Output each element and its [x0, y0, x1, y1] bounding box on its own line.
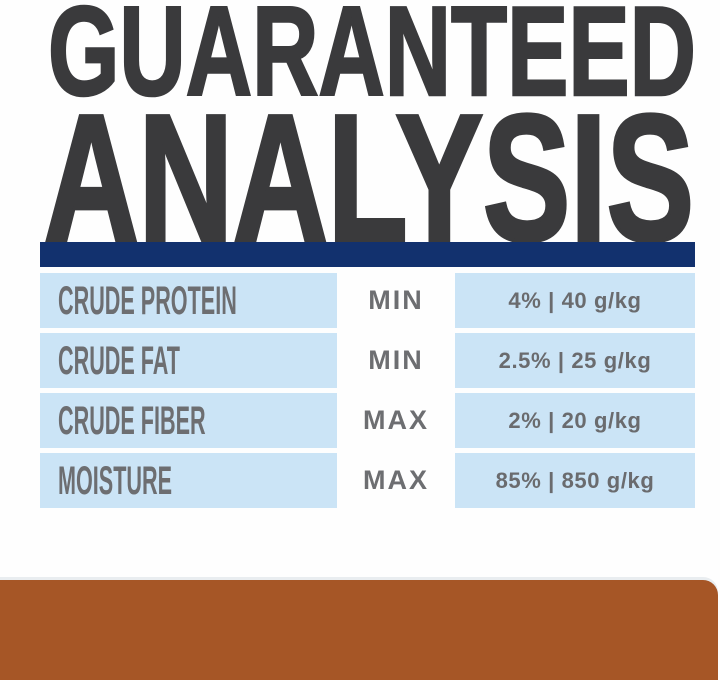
qualifier-text: MAX — [363, 405, 429, 435]
nutrient-label-cell: CRUDE FIBER — [40, 393, 337, 448]
table-row-crude-protein: CRUDE PROTEIN MIN 4% | 40 g/kg — [40, 273, 695, 328]
nutrient-label: CRUDE PROTEIN — [58, 278, 237, 323]
qualifier-cell: MAX — [337, 393, 455, 448]
value-cell: 4% | 40 g/kg — [455, 273, 695, 328]
table-header-bar — [40, 242, 695, 267]
table-row-crude-fiber: CRUDE FIBER MAX 2% | 20 g/kg — [40, 393, 695, 448]
qualifier-cell: MAX — [337, 453, 455, 508]
nutrient-label: CRUDE FAT — [58, 338, 180, 383]
value-text: 2.5% | 25 g/kg — [498, 347, 652, 373]
title-line-guaranteed: GUARANTEED — [48, 0, 696, 122]
value-text: 2% | 20 g/kg — [508, 407, 642, 433]
value-text: 85% | 850 g/kg — [495, 467, 655, 493]
title-line-analysis: ANALYSIS — [44, 78, 694, 250]
nutrient-label: CRUDE FIBER — [58, 398, 206, 443]
table-row-moisture: MOISTURE MAX 85% | 850 g/kg — [40, 453, 695, 508]
qualifier-text: MIN — [368, 345, 424, 375]
nutrient-label: MOISTURE — [58, 458, 173, 503]
qualifier-cell: MIN — [337, 333, 455, 388]
nutrient-label-cell: CRUDE FAT — [40, 333, 337, 388]
qualifier-text: MAX — [363, 465, 429, 495]
qualifier-text: MIN — [368, 285, 424, 315]
qualifier-cell: MIN — [337, 273, 455, 328]
value-text: 4% | 40 g/kg — [508, 287, 642, 313]
table-row-crude-fat: CRUDE FAT MIN 2.5% | 25 g/kg — [40, 333, 695, 388]
value-cell: 2% | 20 g/kg — [455, 393, 695, 448]
package-color-band — [0, 580, 718, 680]
nutrient-label-cell: MOISTURE — [40, 453, 337, 508]
nutrient-label-cell: CRUDE PROTEIN — [40, 273, 337, 328]
guaranteed-analysis-title: GUARANTEED ANALYSIS — [42, 0, 697, 250]
value-cell: 85% | 850 g/kg — [455, 453, 695, 508]
value-cell: 2.5% | 25 g/kg — [455, 333, 695, 388]
